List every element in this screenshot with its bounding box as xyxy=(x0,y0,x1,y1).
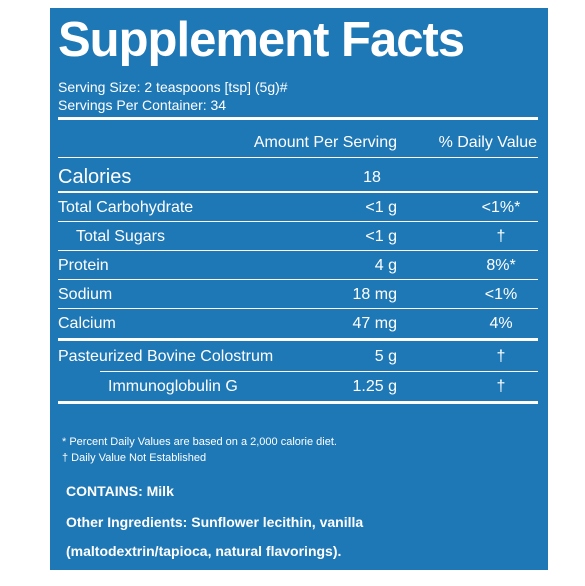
ingredient-name: Pasteurized Bovine Colostrum xyxy=(58,348,274,365)
daily-value-header: % Daily Value xyxy=(438,134,537,151)
nutrient-daily-value: <1%* xyxy=(481,199,521,216)
divider xyxy=(58,191,538,193)
divider xyxy=(58,308,538,309)
divider xyxy=(58,338,538,341)
footnote: † Daily Value Not Established xyxy=(62,452,207,464)
divider xyxy=(58,117,538,120)
nutrient-daily-value: 4% xyxy=(489,315,513,332)
ingredient-amount: 1.25 g xyxy=(352,378,397,395)
ingredient-daily-value: † xyxy=(496,348,506,365)
divider xyxy=(58,250,538,251)
divider xyxy=(58,401,538,404)
nutrient-amount: 18 mg xyxy=(352,286,397,303)
amount-header: Amount Per Serving xyxy=(253,134,397,151)
nutrient-daily-value: 8%* xyxy=(486,257,516,274)
divider xyxy=(58,279,538,280)
ingredient-name: Immunoglobulin G xyxy=(108,378,238,395)
serving-size: Serving Size: 2 teaspoons [tsp] (5g)# xyxy=(58,79,288,95)
nutrient-amount: 4 g xyxy=(374,257,397,274)
servings-per-container: Servings Per Container: 34 xyxy=(58,97,227,113)
nutrient-amount: <1 g xyxy=(365,228,397,245)
supplement-facts-panel: Supplement Facts Serving Size: 2 teaspoo… xyxy=(50,8,548,570)
nutrient-daily-value: <1% xyxy=(484,286,518,303)
nutrient-name: Total Carbohydrate xyxy=(58,199,194,216)
nutrient-amount: 47 mg xyxy=(352,315,397,332)
calories-amount: 18 xyxy=(363,169,381,186)
nutrient-amount: <1 g xyxy=(365,199,397,216)
nutrient-name: Total Sugars xyxy=(76,228,165,245)
nutrient-name: Sodium xyxy=(58,286,113,303)
nutrient-name: Calcium xyxy=(58,315,116,332)
nutrient-name: Protein xyxy=(58,257,109,274)
footnote: * Percent Daily Values are based on a 2,… xyxy=(62,436,337,448)
divider xyxy=(58,157,538,158)
divider xyxy=(58,221,538,222)
nutrient-daily-value: † xyxy=(496,228,506,245)
ingredient-daily-value: † xyxy=(496,378,506,395)
divider xyxy=(100,371,538,372)
ingredient-amount: 5 g xyxy=(374,348,397,365)
title: Supplement Facts xyxy=(58,13,465,67)
contains: CONTAINS: Milk xyxy=(66,483,174,499)
other-ingredients: (maltodextrin/tapioca, natural flavoring… xyxy=(66,543,342,559)
calories-label: Calories xyxy=(58,166,132,188)
other-ingredients: Other Ingredients: Sunflower lecithin, v… xyxy=(66,514,364,530)
